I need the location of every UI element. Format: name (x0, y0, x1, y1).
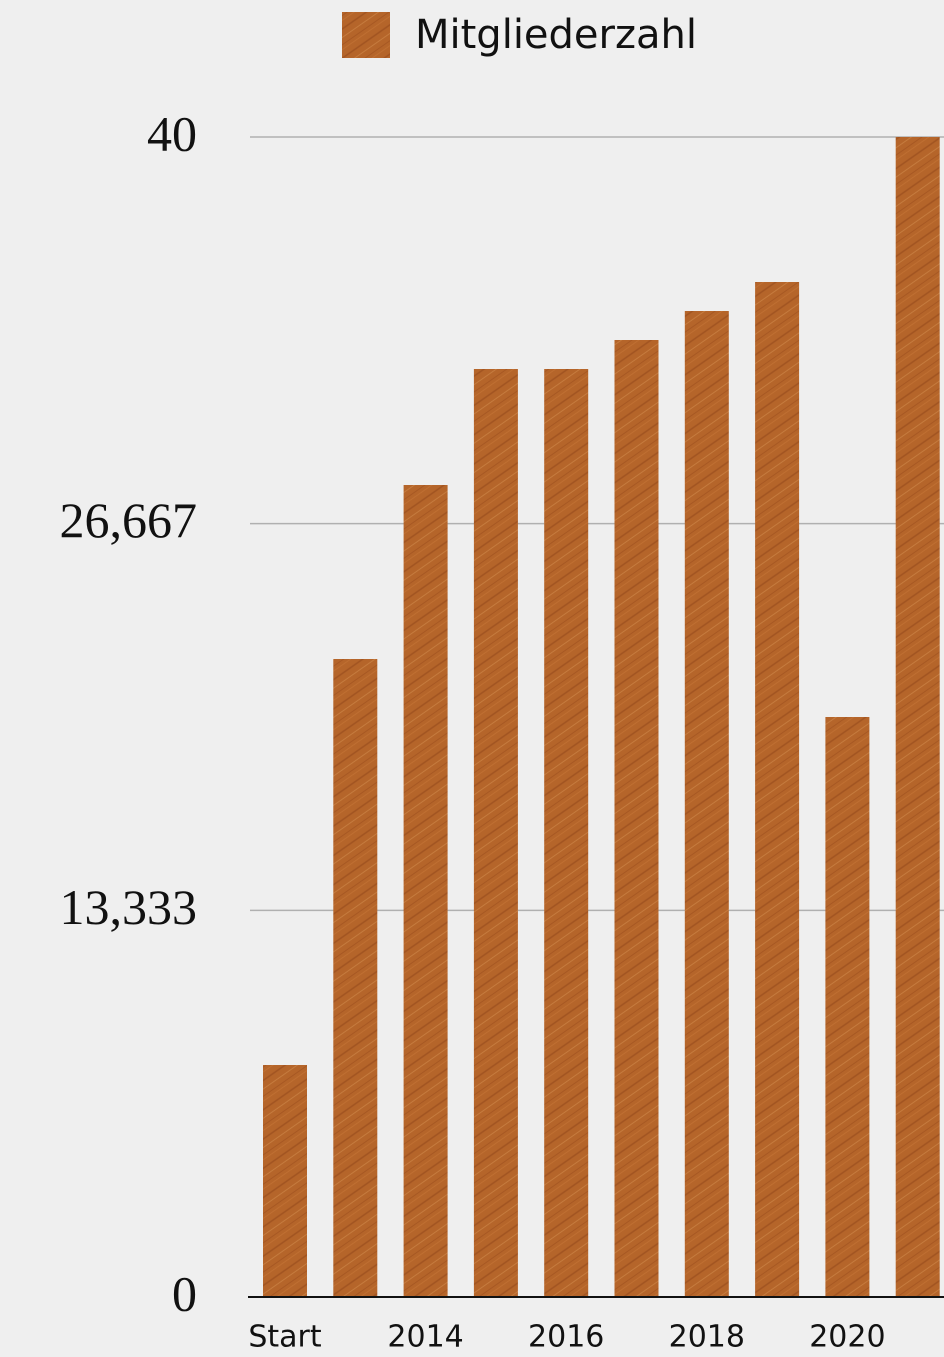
bar (614, 340, 659, 1297)
x-tick-label: 2020 (809, 1320, 885, 1355)
x-tick-label: 2014 (387, 1320, 463, 1355)
x-tick-label: Start (248, 1320, 322, 1355)
bar (825, 717, 870, 1297)
legend-label: Mitgliederzahl (415, 12, 697, 58)
y-tick-label: 0 (172, 1265, 197, 1321)
bar (544, 369, 589, 1297)
bar (684, 311, 729, 1297)
legend-swatch (342, 12, 390, 58)
x-tick-label: 2018 (669, 1320, 745, 1355)
bar (263, 1065, 307, 1297)
y-tick-label: 13,333 (60, 879, 198, 935)
bar (333, 659, 378, 1297)
x-tick-label: 2016 (528, 1320, 604, 1355)
y-tick-label: 26,667 (60, 492, 198, 548)
bar (473, 369, 518, 1297)
y-tick-label: 40 (147, 105, 197, 161)
bar (755, 282, 800, 1297)
bar (403, 485, 448, 1297)
bar (895, 137, 940, 1297)
